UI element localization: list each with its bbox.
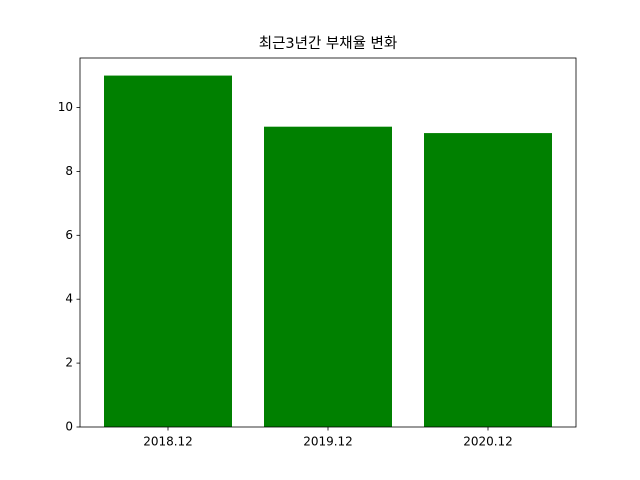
y-tick-label: 8 xyxy=(65,164,73,178)
x-tick-label: 2018.12 xyxy=(143,435,193,449)
bar xyxy=(424,133,552,427)
x-tick-label: 2020.12 xyxy=(463,435,513,449)
x-tick-label: 2019.12 xyxy=(303,435,353,449)
y-tick-label: 6 xyxy=(65,228,73,242)
chart-title: 최근3년간 부채율 변화 xyxy=(259,35,398,52)
bar xyxy=(264,126,392,428)
y-tick-label: 10 xyxy=(58,100,73,114)
y-tick-label: 4 xyxy=(65,292,73,306)
plot-frame xyxy=(79,57,577,428)
y-tick-label: 0 xyxy=(65,420,73,434)
y-tick-label: 2 xyxy=(65,356,73,370)
bar xyxy=(104,75,232,428)
